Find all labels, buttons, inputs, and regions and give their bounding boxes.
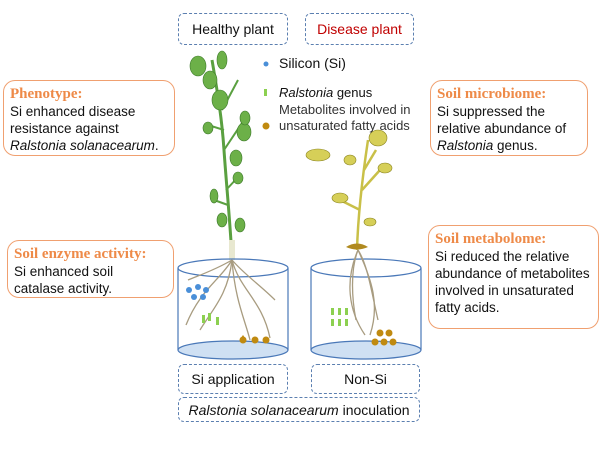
disease-plant: [305, 129, 393, 251]
ralstonia-legend-icon: [264, 89, 267, 96]
microbiome-line2: relative abundance of: [437, 121, 567, 136]
disease-plant-label: Disease plant: [305, 13, 414, 45]
enzyme-text: Si enhanced soil catalase activity.: [14, 264, 114, 296]
inoculation-italic: Ralstonia solanacearum: [188, 401, 339, 418]
microbiome-card: Soil microbiome: Si suppressed the relat…: [430, 80, 588, 156]
enzyme-title: Soil enzyme activity:: [14, 246, 147, 262]
microbiome-line3: Ralstonia genus.: [437, 137, 581, 154]
microbiome-italic: Ralstonia: [437, 138, 494, 153]
legend-ralstonia-italic: Ralstonia: [279, 85, 334, 100]
legend-ralstonia: Ralstonia genus: [279, 85, 372, 101]
roots-non-si: [349, 249, 379, 336]
legend-silicon: Silicon (Si): [279, 55, 346, 71]
microbiome-title: Soil microbiome:: [437, 86, 547, 102]
phenotype-line1: Si enhanced disease: [10, 104, 136, 119]
phenotype-line3: Ralstonia solanacearum.: [10, 137, 168, 154]
metabolite-drops-si: [239, 335, 270, 344]
roots-si: [185, 259, 276, 341]
healthy-plant: [189, 50, 252, 260]
legend-metabolites-line1: Metabolites involved in: [279, 102, 411, 117]
silicon-legend-icon: [263, 61, 269, 67]
metabolite-legend-icon: [262, 122, 270, 130]
phenotype-card: Phenotype: Si enhanced disease resistanc…: [3, 80, 175, 156]
enzyme-card: Soil enzyme activity: Si enhanced soil c…: [7, 240, 174, 298]
inoculation-rest: inoculation: [338, 401, 410, 418]
metabolome-text: Si reduced the relative abundance of met…: [435, 249, 590, 315]
pot-non-si: [310, 258, 422, 360]
pot-si: [177, 258, 289, 360]
phenotype-title: Phenotype:: [10, 86, 83, 102]
legend-metabolites: Metabolites involved in unsaturated fatty…: [279, 102, 411, 134]
metabolome-card: Soil metabolome: Si reduced the relative…: [428, 225, 599, 329]
inoculation-label: Ralstonia solanacearum inoculation: [178, 397, 420, 422]
healthy-plant-label: Healthy plant: [178, 13, 288, 45]
ralstonia-bars-si: [202, 313, 219, 325]
silicon-dots: [186, 284, 209, 300]
si-application-label: Si application: [178, 364, 288, 394]
microbiome-line1: Si suppressed the: [437, 104, 546, 119]
microbiome-tail: genus.: [493, 138, 538, 153]
phenotype-italic: Ralstonia solanacearum: [10, 138, 155, 153]
metabolome-title: Soil metabolome:: [435, 231, 547, 247]
legend-ralstonia-rest: genus: [333, 85, 373, 100]
phenotype-tail: .: [154, 138, 159, 153]
non-si-label: Non-Si: [311, 364, 420, 394]
phenotype-line2: resistance against: [10, 121, 119, 136]
metabolite-drops-non-si: [371, 329, 397, 346]
ralstonia-bars-non-si: [331, 308, 348, 326]
legend-metabolites-line2: unsaturated fatty acids: [279, 118, 410, 133]
